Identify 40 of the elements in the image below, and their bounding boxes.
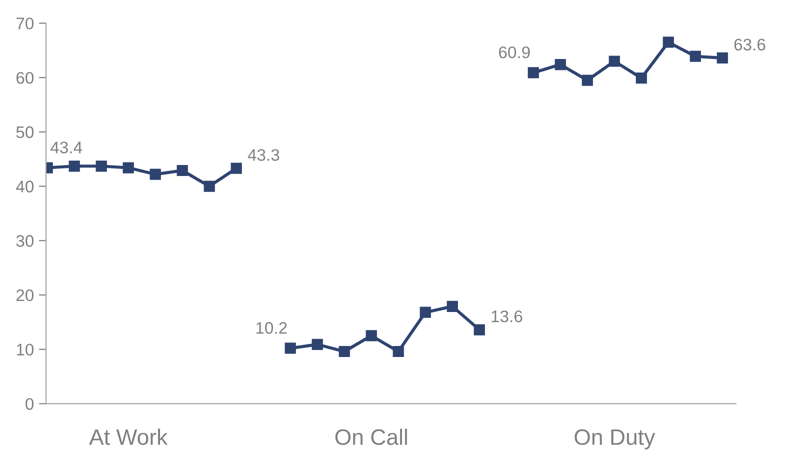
y-tick-label: 60 [16, 72, 34, 84]
y-tick-label: 40 [16, 180, 34, 192]
data-label: 43.4 [50, 142, 82, 154]
point [716, 52, 728, 64]
y-tick-label: 0 [26, 398, 34, 410]
point [392, 346, 404, 358]
point [312, 338, 323, 350]
point [122, 162, 134, 174]
point [636, 72, 647, 84]
y-tick-label: 50 [16, 126, 34, 138]
point [204, 180, 215, 192]
x-tick-label: On Call [335, 428, 407, 446]
data-label: 63.6 [734, 38, 766, 51]
data-label: 43.3 [248, 149, 280, 161]
y-tick-label: 20 [16, 289, 34, 302]
point [96, 160, 107, 172]
point [338, 346, 350, 358]
point [446, 300, 458, 312]
point [474, 324, 485, 336]
point [608, 56, 620, 67]
y-tick-label: 70 [16, 18, 34, 30]
point [662, 36, 674, 48]
point [176, 164, 188, 176]
point [554, 58, 566, 70]
y-tick-label: 30 [16, 235, 34, 247]
data-label: 60.9 [499, 46, 530, 58]
data-label: 13.6 [492, 310, 522, 322]
point [284, 342, 296, 354]
point [230, 162, 242, 174]
point [366, 330, 377, 342]
point [690, 50, 701, 62]
x-tick-label: At Work [89, 428, 168, 446]
data-label: 10.2 [256, 322, 287, 334]
point [420, 306, 431, 318]
point [582, 74, 593, 86]
point [150, 168, 161, 180]
y-tick-label: 10 [16, 344, 34, 356]
point [68, 160, 80, 172]
point [528, 67, 539, 78]
x-tick-label: On Duty [574, 429, 656, 450]
